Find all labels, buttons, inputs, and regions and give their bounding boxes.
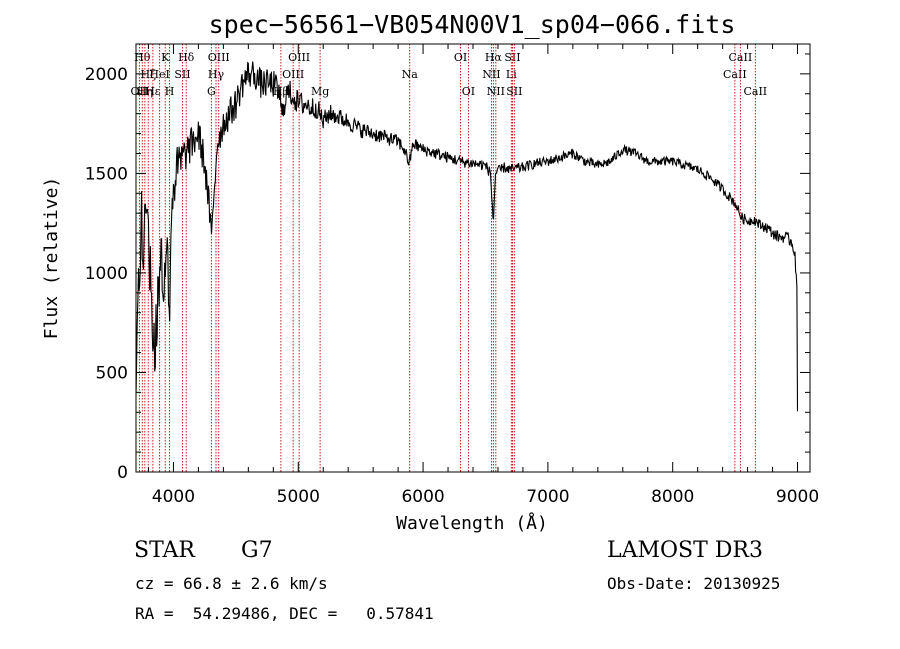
line-label-7: H xyxy=(165,85,175,98)
spectrum-line xyxy=(135,61,799,412)
line-label-22: NII xyxy=(487,85,505,98)
line-label-19: OI xyxy=(462,85,475,98)
y-tick-label-1: 500 xyxy=(96,363,128,383)
line-label-12: OIII xyxy=(208,51,230,64)
y-tick-label-0: 0 xyxy=(117,463,128,483)
line-label-23: Li xyxy=(506,68,517,81)
line-label-6: K xyxy=(161,51,170,64)
survey-label: LAMOST DR3 xyxy=(607,538,763,563)
line-label-3: Hζ xyxy=(140,68,156,81)
line-label-24: SII xyxy=(504,51,520,64)
line-label-14: OIII xyxy=(282,68,304,81)
coordinates-text: RA = 54.29486, DEC = 0.57841 xyxy=(135,604,434,623)
line-label-4: Hε xyxy=(145,85,161,98)
line-label-10: G xyxy=(207,85,216,98)
x-tick-label-3: 7000 xyxy=(526,487,569,507)
plot-frame xyxy=(135,43,811,473)
x-axis-label: Wavelength (Å) xyxy=(396,512,548,534)
line-label-26: CaII xyxy=(723,68,747,81)
object-class: STAR xyxy=(134,538,195,563)
line-label-25: SII xyxy=(506,85,522,98)
y-tick-label-3: 1500 xyxy=(85,164,128,184)
line-label-11: Hγ xyxy=(208,68,225,81)
line-label-8: SII xyxy=(174,68,190,81)
x-tick-label-4: 8000 xyxy=(651,487,694,507)
line-label-0: OII xyxy=(131,85,149,98)
line-label-2: Hη xyxy=(137,85,153,98)
axes: 4000 5000 6000 7000 8000 9000 0 500 1000 1500 2000 xyxy=(85,44,819,507)
x-tick-label-5: 9000 xyxy=(776,487,819,507)
y-axis-label: Flux (relative) xyxy=(41,177,62,340)
y-tick-label-2: 1000 xyxy=(85,264,128,284)
obs-date-text: Obs-Date: 20130925 xyxy=(607,574,781,593)
line-label-27: CaII xyxy=(729,51,753,64)
y-tick-label-4: 2000 xyxy=(85,65,128,85)
x-tick-label-1: 5000 xyxy=(277,487,320,507)
x-tick-label-0: 4000 xyxy=(152,487,195,507)
line-label-15: OIII xyxy=(288,51,310,64)
chart-title: spec−56561−VB054N00V1_sp04−066.fits xyxy=(209,10,736,39)
line-label-28: CaII xyxy=(743,85,767,98)
line-label-20: NII xyxy=(482,68,500,81)
x-tick-label-2: 6000 xyxy=(401,487,444,507)
line-label-5: HeI xyxy=(149,68,169,81)
line-label-21: Hα xyxy=(485,51,503,64)
redshift-text: cz = 66.8 ± 2.6 km/s xyxy=(135,574,328,593)
spectrum-series xyxy=(135,61,799,412)
line-label-16: Mg xyxy=(311,85,329,98)
line-label-18: OI xyxy=(454,51,467,64)
line-label-9: Hδ xyxy=(178,51,195,64)
spectral-line-markers: OIIHθHηHζHεHeIKHSIIHδGHγOIIIHβOIIIOIIIMg… xyxy=(131,44,767,472)
line-label-17: Na xyxy=(402,68,419,81)
object-subclass: G7 xyxy=(241,538,273,563)
